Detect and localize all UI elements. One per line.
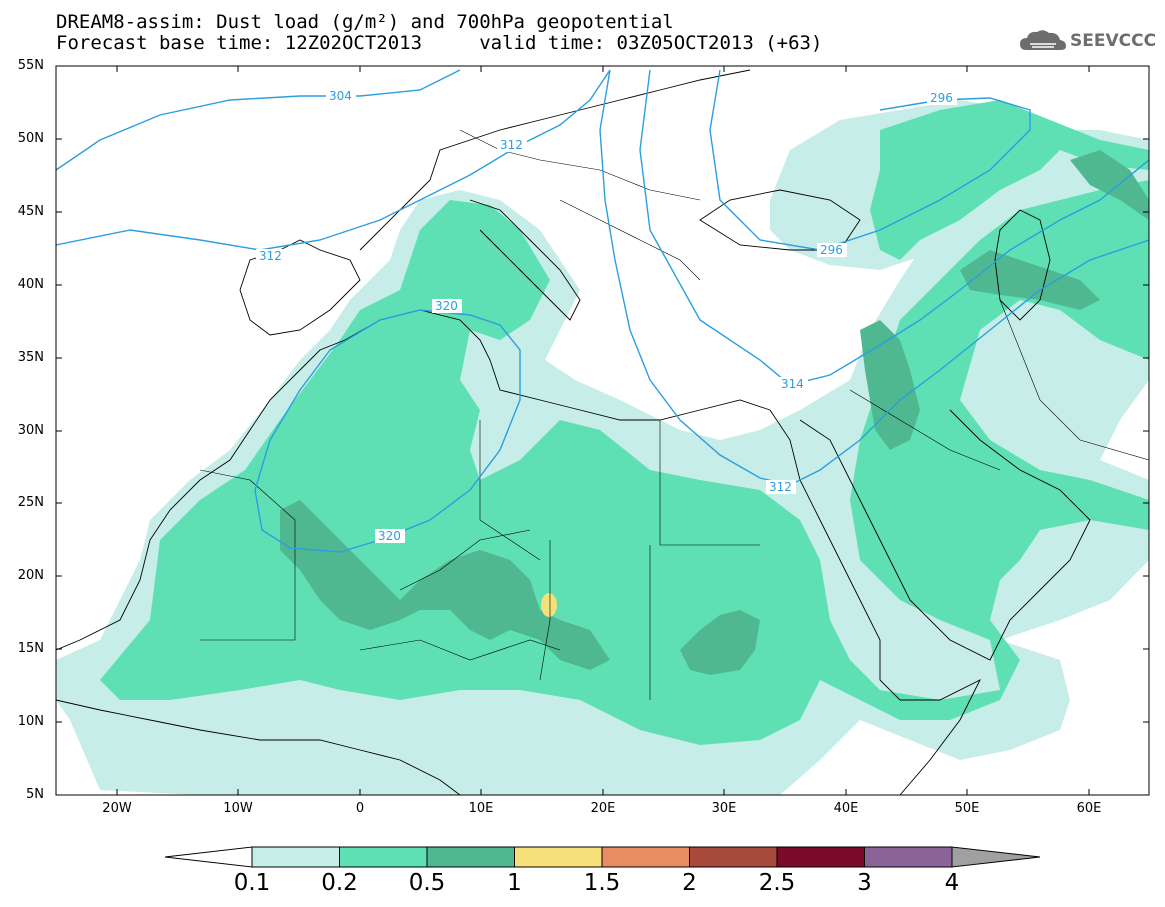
border-iran — [999, 299, 1149, 461]
lat-label: 35N — [17, 350, 44, 365]
west-africa-coast — [56, 339, 346, 651]
colorbar-tick-label: 1 — [507, 870, 522, 896]
dust-region-dark-caspian — [1070, 150, 1149, 220]
caspian-coast — [994, 209, 1051, 321]
contour-label: 320 — [435, 299, 458, 313]
dust-region-dark-arabia — [860, 320, 920, 450]
europe-coast — [359, 69, 751, 251]
border-chad-sudan — [539, 540, 551, 681]
border-balkans — [559, 199, 701, 281]
dust-shading — [56, 100, 1149, 795]
lon-label: 10E — [468, 801, 494, 816]
italy-coast — [469, 199, 581, 321]
lat-label: 10N — [17, 714, 44, 729]
contour-label: 296 — [930, 91, 953, 105]
colorbar-tick-label: 0.5 — [408, 870, 446, 896]
contour-296 — [709, 69, 1031, 251]
colorbar-tick-label: 2 — [682, 870, 697, 896]
lat-label: 25N — [17, 495, 44, 510]
horn-africa-coast — [879, 678, 982, 795]
contour-314 — [639, 69, 1149, 386]
colorbar-tick-label: 2.5 — [758, 870, 796, 896]
gulf-guinea-coast — [56, 699, 461, 795]
contour-304 — [56, 69, 461, 171]
forecast-times: Forecast base time: 12Z02OCT2013 valid t… — [56, 32, 823, 54]
colorbar-tick-label: 0.1 — [233, 870, 271, 896]
border-central-europe — [459, 129, 701, 201]
border-mauritania — [199, 469, 296, 641]
lon-ticks — [116, 66, 1090, 795]
contour-label: 296 — [820, 243, 843, 257]
lat-label: 15N — [17, 641, 44, 656]
lat-label: 40N — [17, 277, 44, 292]
arabia-coast — [799, 409, 1091, 661]
colorbar-tick-label: 4 — [944, 870, 960, 896]
dust-region-peak — [541, 593, 557, 617]
lat-label: 50N — [17, 131, 44, 146]
lat-label: 45N — [17, 204, 44, 219]
contour-label: 304 — [329, 89, 352, 103]
colorbar-tick-label: 3 — [857, 870, 872, 896]
red-sea-coast — [769, 409, 881, 680]
contour-label: 312 — [769, 480, 792, 494]
lat-ticks — [56, 65, 1149, 723]
lon-label: 10W — [223, 801, 253, 816]
lon-label: 60E — [1076, 801, 1102, 816]
lat-label: 30N — [17, 423, 44, 438]
map-title: DREAM8-assim: Dust load (g/m²) and 700hP… — [56, 11, 674, 33]
lat-label: 5N — [26, 787, 44, 802]
dust-region-dark-west — [280, 500, 610, 670]
contour-label-group: 304 312 296 312 320 296 314 312 320 — [256, 89, 957, 543]
border-niger-nigeria — [359, 639, 561, 661]
colorbar-tick-label: 0.2 — [321, 870, 358, 896]
colorbar-tick-label: 1.5 — [583, 870, 621, 896]
border-mali-niger — [399, 529, 531, 591]
contour-label: 312 — [259, 249, 282, 263]
logo-text: SEEVCCC — [1070, 31, 1157, 51]
dust-region-dark-east — [960, 250, 1100, 310]
dust-region-medium-north — [870, 100, 1149, 260]
contour-312-north — [56, 69, 611, 251]
lon-label: 0 — [355, 801, 365, 816]
contour-label: 314 — [781, 377, 804, 391]
contour-label: 312 — [500, 138, 523, 152]
black-sea-coast — [699, 189, 861, 251]
border-libya-egypt — [659, 420, 760, 546]
contour-320 — [254, 309, 521, 553]
country-borders — [199, 129, 1149, 700]
dust-region-dark-central — [680, 610, 760, 675]
lon-label: 50E — [954, 801, 980, 816]
border-algeria-libya — [479, 420, 541, 561]
lat-label: 20N — [17, 568, 44, 583]
seevccc-logo: SEEVCCC — [1018, 28, 1157, 56]
lon-label: 40E — [833, 801, 859, 816]
border-saudi-iraq — [849, 389, 1001, 471]
lon-label: 20E — [590, 801, 616, 816]
lat-label: 55N — [17, 58, 44, 73]
cloud-icon — [1020, 30, 1066, 50]
lon-label: 30E — [711, 801, 737, 816]
contour-label: 320 — [378, 529, 401, 543]
lon-label: 20W — [102, 801, 132, 816]
